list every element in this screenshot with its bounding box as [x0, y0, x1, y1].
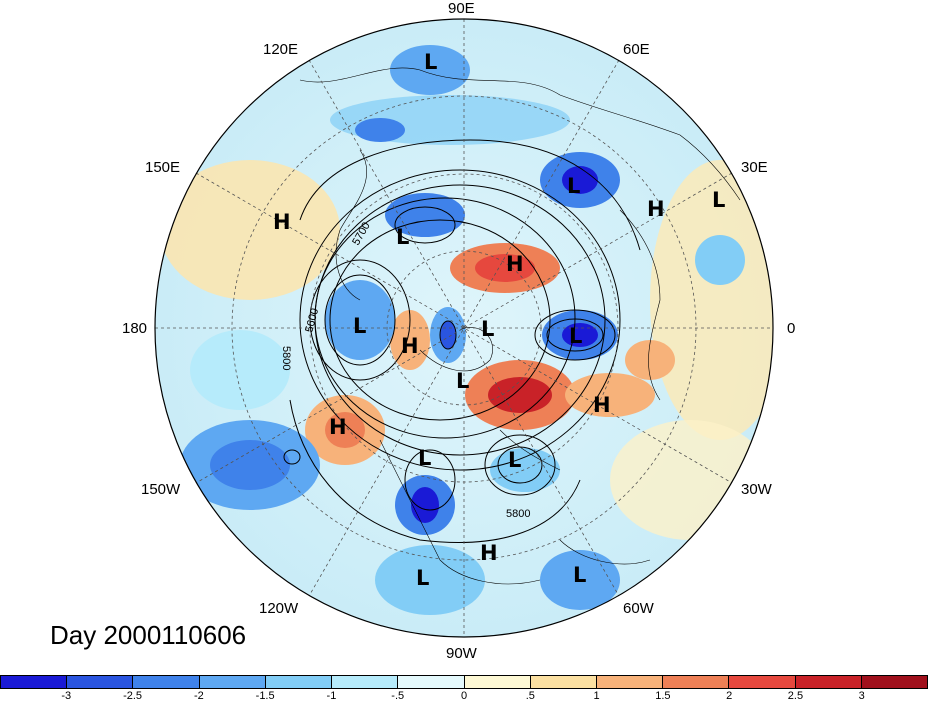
- colorbar-segment: [133, 676, 200, 688]
- lon-label: 30E: [741, 159, 768, 176]
- high-marker: H: [506, 252, 524, 276]
- colorbar-tick-label: 0: [460, 690, 468, 702]
- colorbar-segment: [464, 676, 531, 688]
- lon-label: 0: [787, 320, 796, 337]
- colorbar-ticks: -3 -2.5 -2 -1.5 -1 -.5 0 .5 1 1.5 2 2.5 3: [0, 690, 928, 702]
- high-marker: H: [329, 415, 347, 439]
- contour-label: 5800: [506, 508, 530, 520]
- colorbar-tick-label: -3: [61, 690, 72, 702]
- map-boundary: [154, 18, 774, 638]
- colorbar-segment: [795, 676, 862, 688]
- colorbar-tick-label: 2.5: [787, 690, 804, 702]
- low-marker: L: [481, 317, 494, 341]
- lon-label: 180: [122, 320, 148, 337]
- lon-label: 120E: [263, 41, 299, 58]
- lon-label: 60W: [623, 600, 654, 617]
- low-marker: L: [424, 50, 437, 74]
- lon-label: 150E: [145, 159, 181, 176]
- low-marker: L: [416, 566, 429, 590]
- colorbar-tick-label: 1: [593, 690, 600, 702]
- colorbar-tick-label: 2: [726, 690, 733, 702]
- lon-label: 60E: [623, 41, 650, 58]
- low-marker: L: [353, 314, 366, 338]
- colorbar-tick-label: -.5: [391, 690, 405, 702]
- low-marker: L: [418, 446, 431, 470]
- lon-label: 30W: [741, 481, 772, 498]
- colorbar-segment: [199, 676, 266, 688]
- colorbar: [0, 675, 928, 689]
- high-marker: H: [273, 210, 291, 234]
- colorbar-tick-label: .5: [525, 690, 535, 702]
- colorbar-segment: [1, 676, 68, 688]
- contour-label: 5800: [280, 346, 292, 370]
- high-marker: H: [480, 541, 498, 565]
- low-marker: L: [569, 324, 582, 348]
- low-marker: L: [456, 369, 469, 393]
- pressure-centers: L L L H H L H L L L L H L H H L L H L L: [273, 50, 725, 590]
- date-label: Day 2000110606: [50, 620, 247, 650]
- low-marker: L: [508, 448, 521, 472]
- low-marker: L: [396, 225, 409, 249]
- high-marker: H: [401, 334, 419, 358]
- lon-label: 120W: [259, 600, 299, 617]
- lon-label: 90W: [446, 645, 477, 662]
- colorbar-tick-label: -2: [193, 690, 204, 702]
- colorbar-segment: [398, 676, 465, 688]
- colorbar-segment: [265, 676, 333, 688]
- colorbar-segment: [67, 676, 134, 688]
- colorbar-tick-label: -2.5: [123, 690, 143, 702]
- low-marker: L: [712, 188, 725, 212]
- colorbar-segment: [596, 676, 664, 688]
- colorbar-tick-label: -1: [326, 690, 337, 702]
- colorbar-segment: [729, 676, 796, 688]
- low-marker: L: [567, 174, 580, 198]
- colorbar-segment: [530, 676, 597, 688]
- low-marker: L: [573, 563, 586, 587]
- colorbar-tick-label: -1.5: [255, 690, 275, 702]
- colorbar-segment: [861, 676, 928, 688]
- colorbar-tick-label: 3: [858, 690, 865, 702]
- lon-label: 90E: [448, 0, 475, 17]
- colorbar-segment: [332, 676, 399, 688]
- contours: [283, 139, 641, 543]
- high-marker: H: [593, 393, 611, 417]
- colorbar-tick-label: 1.5: [655, 690, 671, 702]
- contour-labels: 5700 5600 5800 5800: [280, 220, 530, 520]
- colorbar-segment: [663, 676, 730, 688]
- high-marker: H: [647, 197, 665, 221]
- lon-label: 150W: [141, 481, 181, 498]
- graticule: [155, 19, 773, 637]
